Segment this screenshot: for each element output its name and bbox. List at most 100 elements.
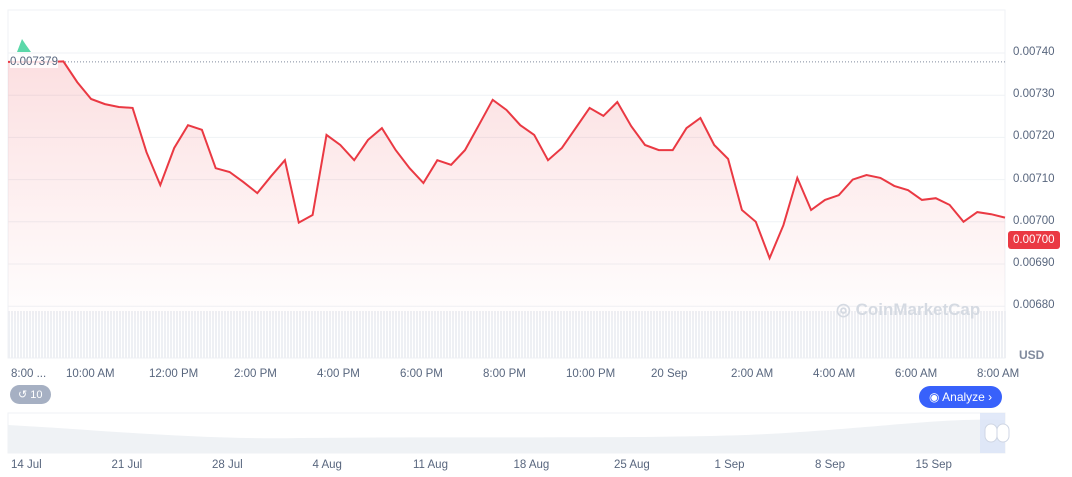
volume-bar <box>701 311 703 358</box>
volume-bar <box>947 311 949 358</box>
volume-bar <box>386 311 388 358</box>
volume-bar <box>158 311 160 358</box>
volume-bar <box>950 311 952 358</box>
volume-bar <box>317 311 319 358</box>
volume-bar <box>437 311 439 358</box>
volume-bar <box>1004 311 1006 358</box>
volume-bar <box>449 311 451 358</box>
volume-bar <box>953 311 955 358</box>
volume-bar <box>68 311 70 358</box>
volume-bar <box>563 311 565 358</box>
volume-bar <box>134 311 136 358</box>
volume-bar <box>899 311 901 358</box>
volume-bar <box>272 311 274 358</box>
volume-bar <box>329 311 331 358</box>
y-tick-label: 0.00710 <box>1013 172 1055 185</box>
volume-bar <box>293 311 295 358</box>
volume-bar <box>731 311 733 358</box>
volume-bar <box>161 311 163 358</box>
volume-bar <box>236 311 238 358</box>
volume-bar <box>182 311 184 358</box>
volume-bar <box>395 311 397 358</box>
volume-bar <box>59 311 61 358</box>
volume-bar <box>392 311 394 358</box>
volume-bar <box>242 311 244 358</box>
volume-bar <box>365 311 367 358</box>
volume-bar <box>284 311 286 358</box>
volume-bar <box>353 311 355 358</box>
volume-bar <box>593 311 595 358</box>
volume-bar <box>656 311 658 358</box>
volume-bar <box>239 311 241 358</box>
volume-bar <box>245 311 247 358</box>
analyze-button[interactable]: ◉ Analyze › <box>919 386 1003 408</box>
volume-bar <box>785 311 787 358</box>
volume-bar <box>854 311 856 358</box>
x-tick-label: 10:00 PM <box>566 368 616 380</box>
volume-bar <box>965 311 967 358</box>
history-icon: ↺ <box>18 389 31 401</box>
volume-bar <box>278 311 280 358</box>
volume-bar <box>269 311 271 358</box>
volume-bar <box>14 311 16 358</box>
navigator-handle-left <box>984 423 998 443</box>
navigator-tick-label: 4 Aug <box>312 459 342 471</box>
volume-bar <box>335 311 337 358</box>
volume-bar <box>251 311 253 358</box>
volume-bar <box>908 311 910 358</box>
history-button[interactable]: ↺ 10 <box>10 385 51 404</box>
volume-bar <box>962 311 964 358</box>
volume-bar <box>971 311 973 358</box>
volume-bar <box>461 311 463 358</box>
volume-bar <box>203 311 205 358</box>
volume-bar <box>227 311 229 358</box>
volume-bar <box>581 311 583 358</box>
volume-bar <box>413 311 415 358</box>
volume-bar <box>83 311 85 358</box>
volume-bar <box>95 311 97 358</box>
volume-bar <box>827 311 829 358</box>
volume-bar <box>716 311 718 358</box>
coinmarketcap-watermark: ◎ CoinMarketCap <box>836 300 980 320</box>
volume-bar <box>929 311 931 358</box>
volume-bar <box>320 311 322 358</box>
volume-bar <box>611 311 613 358</box>
volume-bar <box>221 311 223 358</box>
volume-bar <box>743 311 745 358</box>
volume-bar <box>668 311 670 358</box>
volume-bar <box>230 311 232 358</box>
volume-bar <box>638 311 640 358</box>
volume-bar <box>26 311 28 358</box>
volume-bar <box>233 311 235 358</box>
y-tick-label: 0.00700 <box>1013 214 1055 227</box>
volume-bar <box>797 311 799 358</box>
volume-bar <box>389 311 391 358</box>
volume-bar <box>164 311 166 358</box>
volume-bar <box>728 311 730 358</box>
volume-bar <box>62 311 64 358</box>
volume-bar <box>29 311 31 358</box>
volume-bar <box>98 311 100 358</box>
volume-bar <box>416 311 418 358</box>
volume-bar <box>287 311 289 358</box>
volume-bar <box>863 311 865 358</box>
volume-bar <box>755 311 757 358</box>
x-tick-label: 4:00 AM <box>813 368 856 380</box>
volume-bar <box>527 311 529 358</box>
volume-bar <box>131 311 133 358</box>
volume-bar <box>911 311 913 358</box>
navigator-tick-label: 28 Jul <box>212 459 243 471</box>
volume-bar <box>74 311 76 358</box>
volume-bar <box>35 311 37 358</box>
volume-bar <box>350 311 352 358</box>
volume-bar <box>608 311 610 358</box>
x-tick-label: 20 Sep <box>651 368 688 380</box>
volume-bar <box>254 311 256 358</box>
volume-bar <box>332 311 334 358</box>
volume-bar <box>761 311 763 358</box>
volume-bar <box>830 311 832 358</box>
volume-bar <box>575 311 577 358</box>
volume-bar <box>299 311 301 358</box>
volume-bar <box>968 311 970 358</box>
